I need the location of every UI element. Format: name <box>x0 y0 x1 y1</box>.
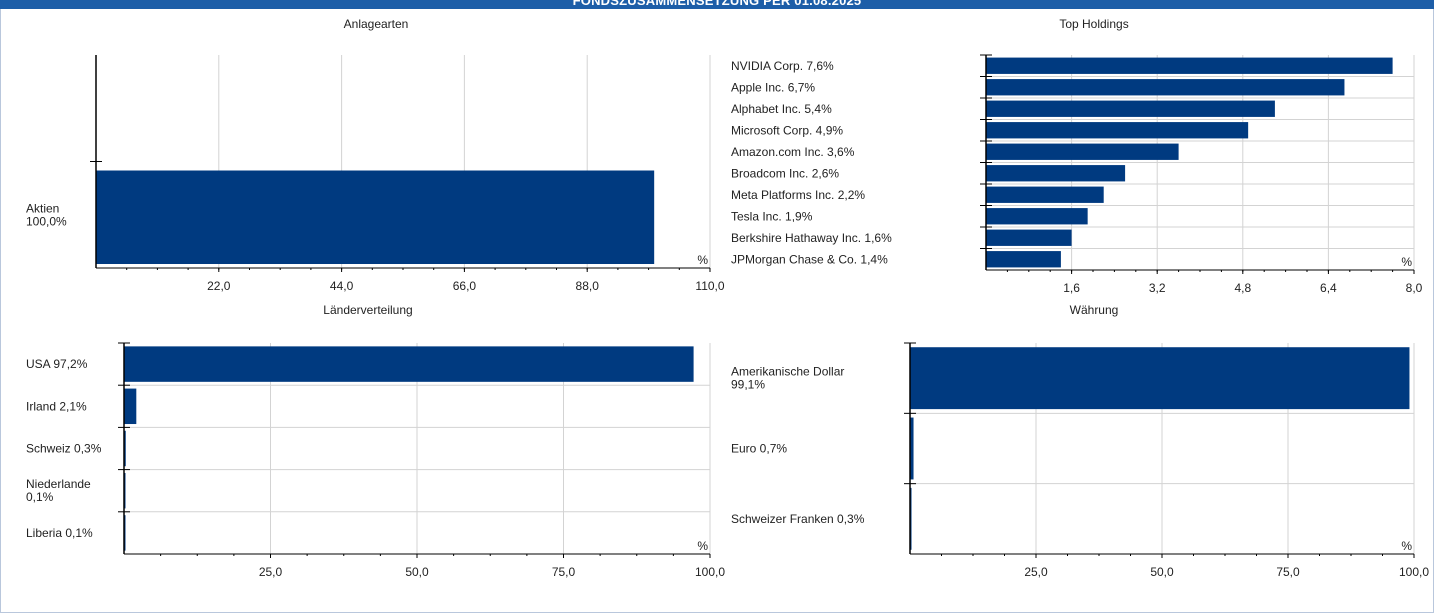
chart2-tick-label: 8,0 <box>1406 281 1423 295</box>
chart2-bar <box>986 229 1072 246</box>
chart4-tick-label: 75,0 <box>1276 565 1300 579</box>
chart4-tick-label: 100,0 <box>1399 565 1429 579</box>
chart2-bar <box>986 208 1088 225</box>
header-title: FONDSZUSAMMENSETZUNG PER 01.08.2025 <box>572 0 862 8</box>
chart2-tick-label: 6,4 <box>1320 281 1337 295</box>
chart2-category-label: Meta Platforms Inc. 2,2% <box>731 188 865 202</box>
chart1-title: Anlagearten <box>344 17 409 31</box>
chart2-category-label: Berkshire Hathaway Inc. 1,6% <box>731 231 892 245</box>
chart4-title: Währung <box>1070 303 1119 317</box>
chart3-category-label: 0,1% <box>26 490 54 504</box>
chart2-category-label: Apple Inc. 6,7% <box>731 80 815 94</box>
chart3-tick-label: 75,0 <box>552 565 576 579</box>
chart4-category-label: 99,1% <box>731 378 765 392</box>
chart2-bar <box>986 100 1275 117</box>
chart3-bar <box>124 388 137 425</box>
chart4-bar <box>910 487 912 550</box>
chart3-title: Länderverteilung <box>323 303 412 317</box>
chart3-bar <box>124 430 126 467</box>
chart3-category-label: Irland 2,1% <box>26 399 87 413</box>
chart3-tick-label: 100,0 <box>695 565 725 579</box>
chart2-bar <box>986 122 1249 139</box>
chart3-category-label: Niederlande <box>26 477 91 491</box>
chart2-unit-label: % <box>1401 255 1412 269</box>
chart2-bar <box>986 79 1345 96</box>
chart1-bar <box>96 170 655 264</box>
chart4-category-label: Schweizer Franken 0,3% <box>731 512 865 526</box>
chart2-category-label: Microsoft Corp. 4,9% <box>731 123 843 137</box>
chart3-tick-label: 25,0 <box>259 565 283 579</box>
chart2-category-label: Tesla Inc. 1,9% <box>731 209 813 223</box>
chart2-bar <box>986 251 1061 268</box>
chart3-tick-label: 50,0 <box>405 565 429 579</box>
chart2-category-label: NVIDIA Corp. 7,6% <box>731 59 834 73</box>
chart1-tick-label: 110,0 <box>695 279 724 293</box>
chart4-category-label: Euro 0,7% <box>731 442 787 456</box>
chart2-category-label: Alphabet Inc. 5,4% <box>731 102 832 116</box>
chart1-tick-label: 66,0 <box>453 279 477 293</box>
chart2-category-label: Amazon.com Inc. 3,6% <box>731 145 855 159</box>
chart3-category-label: Liberia 0,1% <box>26 526 93 540</box>
chart3-bar <box>124 346 694 382</box>
chart3-unit-label: % <box>697 539 708 553</box>
chart2-category-label: JPMorgan Chase & Co. 1,4% <box>731 252 888 266</box>
chart1-unit-label: % <box>697 253 708 267</box>
chart2-category-label: Broadcom Inc. 2,6% <box>731 166 839 180</box>
chart2-bar <box>986 143 1179 160</box>
chart4-bar <box>910 417 914 480</box>
chart1-category-label: Aktien <box>26 201 59 215</box>
chart2-bar <box>986 186 1104 203</box>
chart2-tick-label: 3,2 <box>1149 281 1166 295</box>
chart4-tick-label: 50,0 <box>1150 565 1174 579</box>
chart3-category-label: Schweiz 0,3% <box>26 442 102 456</box>
chart2-tick-label: 1,6 <box>1063 281 1080 295</box>
chart2-title: Top Holdings <box>1059 17 1128 31</box>
chart4-tick-label: 25,0 <box>1024 565 1048 579</box>
chart1-tick-label: 44,0 <box>330 279 354 293</box>
header-bar: FONDSZUSAMMENSETZUNG PER 01.08.2025 <box>0 0 1434 9</box>
chart3-category-label: USA 97,2% <box>26 357 88 371</box>
chart4-bar <box>910 347 1410 410</box>
chart1-tick-label: 22,0 <box>207 279 231 293</box>
chart2-bar <box>986 165 1126 182</box>
chart4-category-label: Amerikanische Dollar <box>731 365 844 379</box>
chart2-tick-label: 4,8 <box>1234 281 1251 295</box>
chart4-unit-label: % <box>1401 539 1412 553</box>
chart1-category-label: 100,0% <box>26 214 67 228</box>
chart2-bar <box>986 57 1393 74</box>
chart1-tick-label: 88,0 <box>576 279 600 293</box>
